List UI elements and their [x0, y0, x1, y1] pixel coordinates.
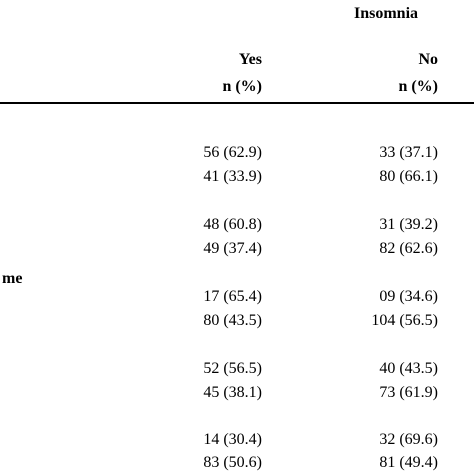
row-label-fragment: me	[2, 270, 23, 287]
table-cell-no: 31 (39.2)	[379, 216, 438, 233]
table-cell-no: 33 (37.1)	[379, 144, 438, 161]
table-cell-yes: 52 (56.5)	[203, 360, 262, 377]
table-cell-yes: 45 (38.1)	[203, 384, 262, 401]
table-cell-yes: 17 (65.4)	[203, 288, 262, 305]
table-cell-no: 82 (62.6)	[379, 240, 438, 257]
header-rule	[0, 102, 474, 104]
table-cell-yes: 41 (33.9)	[203, 168, 262, 185]
table-cell-no: 32 (69.6)	[379, 431, 438, 448]
column-header-yes: Yes	[238, 51, 262, 68]
column-header-no: No	[418, 51, 438, 68]
table-cell-yes: 14 (30.4)	[203, 431, 262, 448]
table-cell-no: 104 (56.5)	[371, 312, 438, 329]
table-cell-yes: 80 (43.5)	[203, 312, 262, 329]
column-unit-yes: n (%)	[222, 78, 262, 95]
table-cell-yes: 48 (60.8)	[203, 216, 262, 233]
table-cell-yes: 49 (37.4)	[203, 240, 262, 257]
table-cell-yes: 56 (62.9)	[203, 144, 262, 161]
table-cell-no: 73 (61.9)	[379, 384, 438, 401]
table-cell-no: 81 (49.4)	[379, 454, 438, 471]
column-unit-no: n (%)	[398, 78, 438, 95]
table-cell-no: 40 (43.5)	[379, 360, 438, 377]
table-cell-no: 09 (34.6)	[379, 288, 438, 305]
table-cell-no: 80 (66.1)	[379, 168, 438, 185]
table-cell-yes: 83 (50.6)	[203, 454, 262, 471]
group-header-insomnia: Insomnia	[354, 5, 419, 22]
